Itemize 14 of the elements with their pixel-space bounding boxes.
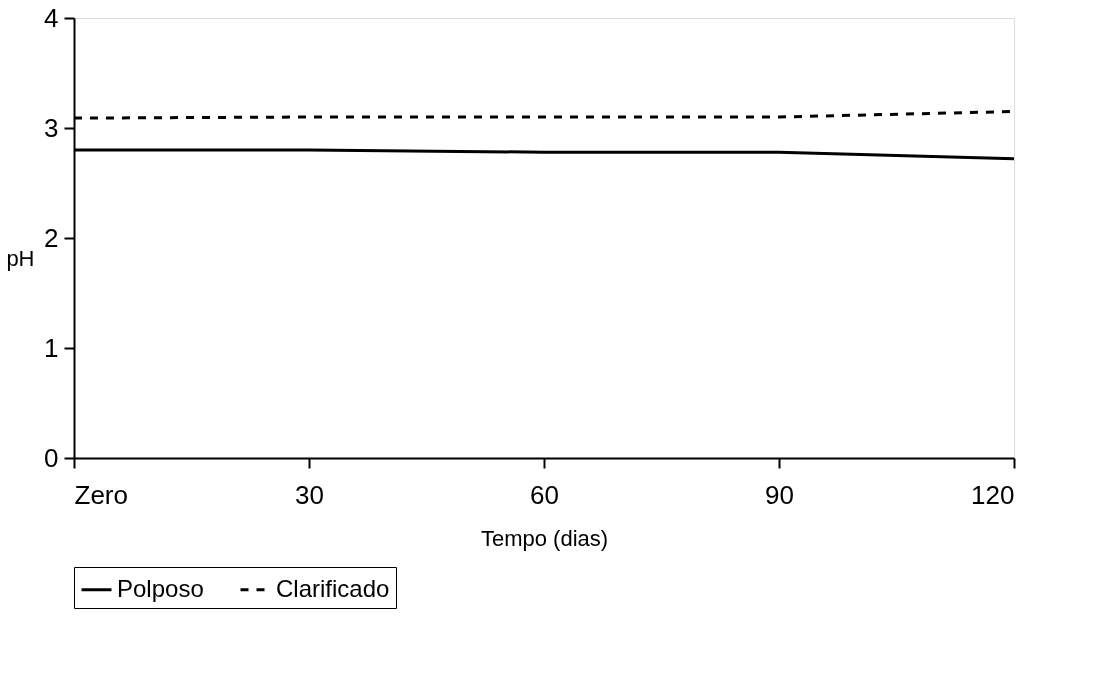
y-tick-label: 2: [44, 222, 59, 253]
x-tick-label: 60: [530, 479, 559, 510]
x-tick-label: 90: [765, 479, 794, 510]
legend-label: Clarificado: [276, 574, 390, 602]
x-tick-label: 30: [295, 479, 324, 510]
y-axis-title: pH: [6, 245, 35, 271]
x-tick-label: Zero: [74, 479, 128, 510]
legend-label: Polposo: [117, 574, 204, 602]
y-tick-label: 4: [44, 2, 59, 33]
x-tick-label: 120: [971, 479, 1015, 510]
y-tick-label: 3: [44, 112, 59, 143]
y-tick-label: 1: [44, 332, 59, 363]
x-axis-title: Tempo (dias): [480, 525, 609, 551]
y-tick-label: 0: [44, 442, 59, 473]
